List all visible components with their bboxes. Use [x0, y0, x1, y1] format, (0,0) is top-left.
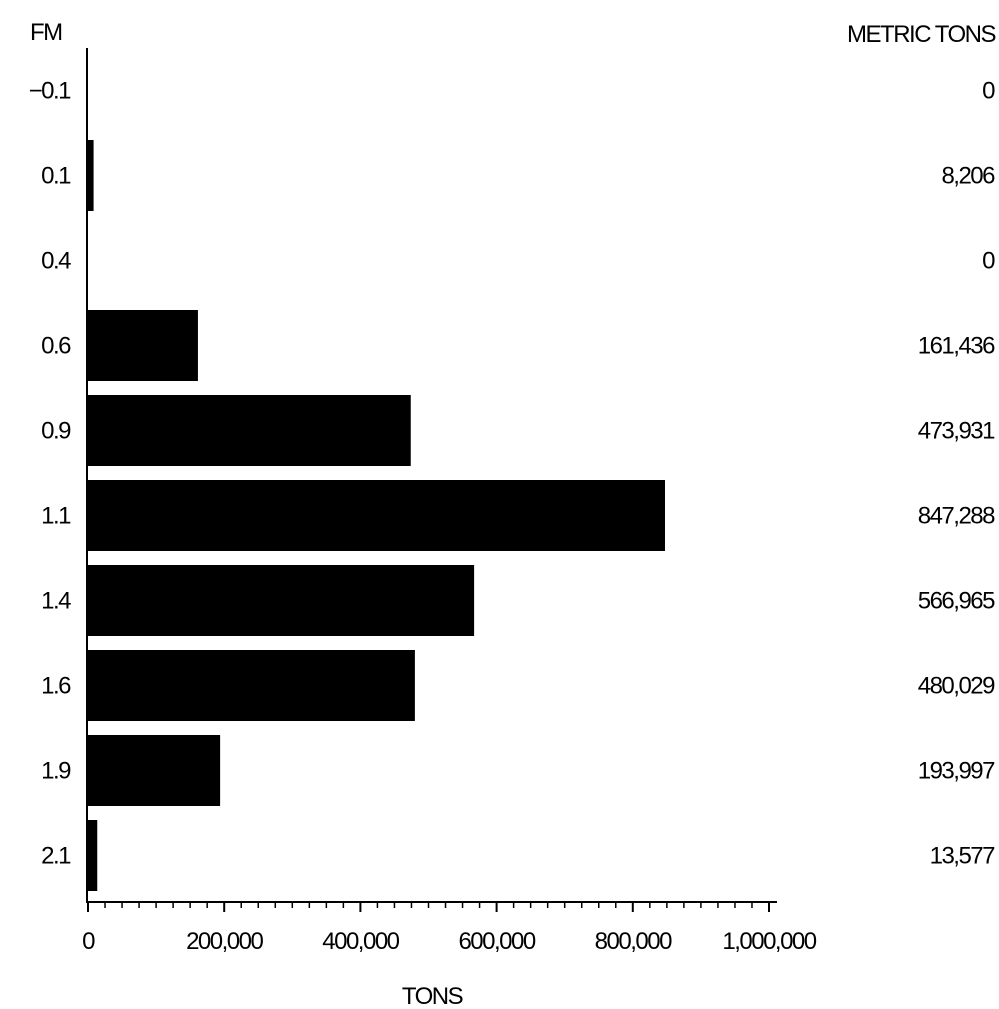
category-labels: −0.1 0.1 0.4 0.6 0.9 1.1 1.4 1.6 1.9 2.1: [29, 78, 73, 870]
bar: [88, 565, 475, 636]
x-tick-label: 800,000: [595, 928, 672, 955]
value-label: 13,577: [930, 843, 996, 870]
category-label: 0.9: [41, 418, 71, 445]
value-label: 8,206: [941, 163, 995, 190]
x-tick-label: 600,000: [458, 928, 535, 955]
bar: [88, 395, 411, 466]
category-header: FM: [30, 19, 62, 46]
x-axis-ticks: [87, 902, 770, 912]
category-label: 1.1: [41, 503, 71, 530]
bar: [88, 735, 221, 806]
category-label: 0.1: [41, 163, 71, 190]
value-label: 473,931: [918, 418, 995, 445]
category-label: 0.4: [41, 248, 71, 275]
category-label: 1.9: [41, 758, 71, 785]
value-header: METRIC TONS: [847, 21, 995, 48]
x-axis-tick-labels: 0 200,000 400,000 600,000 800,000 1,000,000: [82, 928, 818, 955]
x-tick-label: 1,000,000: [722, 928, 816, 955]
value-label: 847,288: [918, 503, 995, 530]
value-label: 193,997: [918, 758, 995, 785]
category-label: 1.4: [41, 588, 71, 615]
category-label: 1.6: [41, 673, 71, 700]
category-label: 2.1: [41, 843, 71, 870]
bar: [88, 140, 94, 211]
x-axis-title: TONS: [402, 983, 463, 1009]
bar: [88, 650, 415, 721]
category-label: −0.1: [29, 78, 72, 105]
bar: [88, 310, 198, 381]
value-label: 0: [982, 78, 995, 105]
x-tick-label: 0: [82, 928, 95, 955]
bar: [88, 820, 98, 891]
value-label: 566,965: [918, 588, 995, 615]
bars: [88, 140, 666, 891]
x-tick-label: 200,000: [186, 928, 263, 955]
bar: [88, 480, 666, 551]
value-label: 480,029: [918, 673, 995, 700]
category-label: 0.6: [41, 333, 71, 360]
x-tick-label: 400,000: [322, 928, 399, 955]
value-label: 161,436: [918, 333, 995, 360]
value-labels: 0 8,206 0 161,436 473,931 847,288 566,965 480,0…: [918, 78, 997, 870]
value-label: 0: [982, 248, 995, 275]
